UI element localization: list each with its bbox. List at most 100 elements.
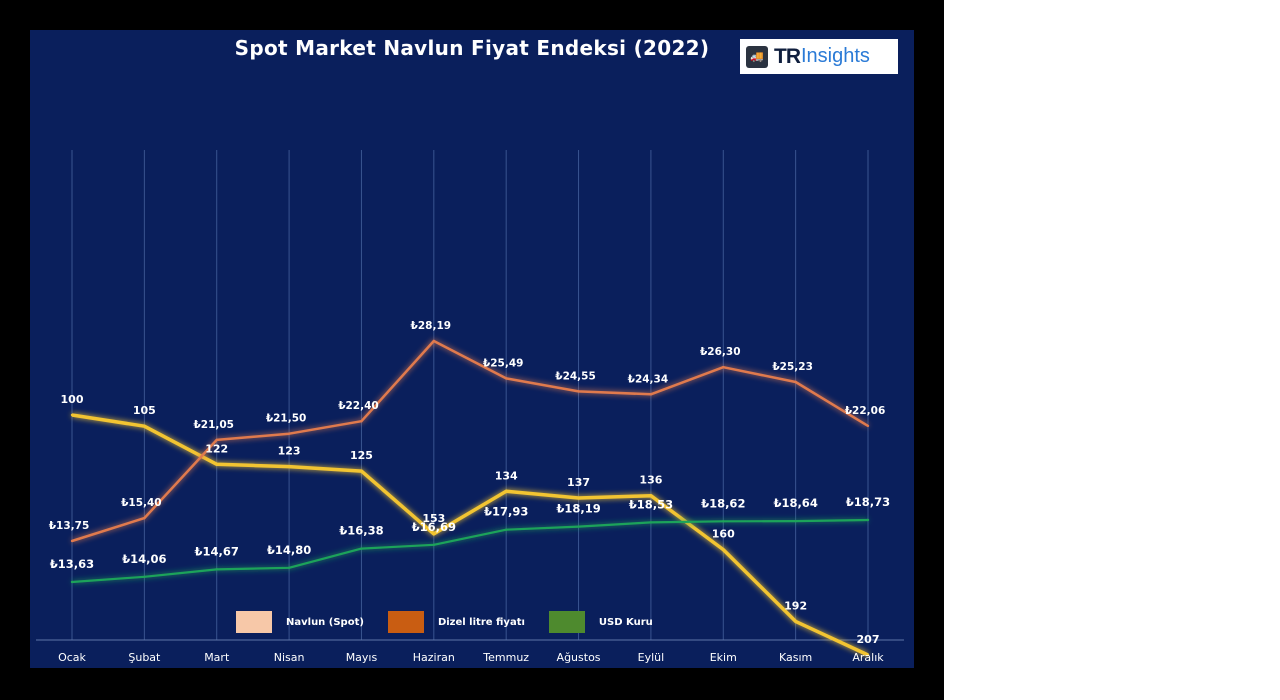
data-point xyxy=(866,653,870,657)
series-line-0 xyxy=(71,413,869,657)
data-point xyxy=(215,568,218,571)
legend-label: Dizel litre fiyatı xyxy=(437,616,525,628)
legend-label: Navlun (Spot) xyxy=(286,616,364,628)
x-tick-label: Temmuz xyxy=(482,651,529,664)
data-label: ₺13,63 xyxy=(50,557,94,571)
logo-text-bold: TR xyxy=(774,44,801,68)
data-label: ₺22,06 xyxy=(845,405,886,417)
data-point xyxy=(360,547,363,550)
x-tick-label: Kasım xyxy=(779,651,812,664)
data-point xyxy=(649,393,653,396)
x-tick-label: Mart xyxy=(204,651,230,664)
data-point xyxy=(722,365,725,369)
data-point xyxy=(432,532,436,536)
legend: Navlun (Spot) Dizel litre fiyatı USD Kur… xyxy=(236,610,677,634)
data-point xyxy=(70,539,74,543)
chart-panel xyxy=(30,30,914,668)
data-label: ₺22,40 xyxy=(338,400,379,412)
data-point xyxy=(287,566,291,569)
data-point xyxy=(794,620,797,623)
data-point xyxy=(577,496,580,500)
series-lines xyxy=(70,339,870,657)
data-label: ₺16,38 xyxy=(339,524,383,538)
data-label: ₺18,62 xyxy=(701,496,745,510)
series-line-2 xyxy=(71,518,869,584)
x-tick-label: Ocak xyxy=(58,651,86,664)
data-label: ₺15,40 xyxy=(121,497,162,509)
data-label: 192 xyxy=(784,599,807,612)
data-label: ₺17,93 xyxy=(484,505,528,519)
data-label: 122 xyxy=(205,442,228,455)
data-point xyxy=(866,518,870,522)
series-line-1 xyxy=(71,339,869,543)
data-point xyxy=(215,438,218,442)
data-label: 137 xyxy=(567,476,590,489)
data-point xyxy=(432,543,436,546)
data-point xyxy=(722,548,725,551)
data-label: ₺25,23 xyxy=(772,361,813,373)
data-label: ₺26,30 xyxy=(700,346,741,358)
data-label: 123 xyxy=(278,445,301,458)
legend-swatch xyxy=(387,611,424,633)
data-label: ₺25,49 xyxy=(483,357,524,369)
data-label: ₺21,50 xyxy=(266,413,307,425)
data-point xyxy=(794,519,797,523)
data-point xyxy=(649,494,653,497)
data-point xyxy=(794,380,797,384)
truck-icon: 🚚 xyxy=(746,45,768,68)
x-tick-label: Nisan xyxy=(274,651,305,664)
data-label: 207 xyxy=(857,633,880,646)
logo-text-light: Insights xyxy=(801,45,870,67)
data-label: 125 xyxy=(350,449,373,462)
data-label: 105 xyxy=(133,404,156,417)
x-tick-label: Aralık xyxy=(852,651,884,664)
logo: 🚚 TR Insights xyxy=(740,39,898,74)
data-point xyxy=(866,424,870,428)
data-label: ₺21,05 xyxy=(193,419,234,431)
data-point xyxy=(432,339,436,343)
data-point xyxy=(649,521,653,524)
x-tick-labels: Ocak Şubat Mart Nisan Mayıs Haziran Temmuz Ağus… xyxy=(58,651,884,664)
data-point xyxy=(504,490,508,493)
data-label: ₺18,64 xyxy=(773,496,817,510)
data-label: ₺13,75 xyxy=(49,520,90,532)
data-point xyxy=(70,413,74,417)
data-label: ₺18,73 xyxy=(846,495,890,509)
data-label: 100 xyxy=(61,393,84,406)
legend-swatch xyxy=(236,611,272,633)
x-tick-label: Ağustos xyxy=(557,651,601,664)
data-labels: 100 105 122 123 125 153 134 137 136 160 192 207 ₺13,… xyxy=(49,320,890,646)
data-point xyxy=(504,377,508,380)
legend-label: USD Kuru xyxy=(598,616,653,628)
data-label: 153 xyxy=(422,512,445,525)
chart-frame: 100 105 122 123 125 153 134 137 136 160 192 207 ₺13,… xyxy=(0,0,944,700)
legend-item-navlun: Navlun (Spot) xyxy=(236,611,364,633)
chart-title: Spot Market Navlun Fiyat Endeksi (2022) xyxy=(234,36,710,60)
data-label: 136 xyxy=(639,474,662,487)
x-tick-label: Eylül xyxy=(638,651,665,664)
data-point xyxy=(577,525,580,528)
data-point xyxy=(722,520,725,523)
data-label: 134 xyxy=(495,469,518,482)
data-point xyxy=(360,419,363,423)
data-label: ₺28,19 xyxy=(411,320,452,332)
x-tick-label: Haziran xyxy=(413,651,455,664)
x-tick-label: Ekim xyxy=(710,651,737,664)
data-label: ₺14,67 xyxy=(195,544,239,558)
data-label: ₺14,06 xyxy=(122,552,166,566)
data-point xyxy=(143,516,146,520)
legend-item-usd: USD Kuru xyxy=(548,611,653,633)
data-label: ₺18,53 xyxy=(629,497,673,511)
data-point xyxy=(143,425,146,428)
data-label: ₺18,19 xyxy=(556,502,600,516)
data-point xyxy=(143,575,146,578)
legend-item-dizel: Dizel litre fiyatı xyxy=(387,611,525,633)
legend-swatch xyxy=(548,611,585,633)
data-label: ₺16,69 xyxy=(412,520,456,534)
data-point xyxy=(504,528,508,531)
data-label: ₺24,34 xyxy=(628,373,669,385)
x-tick-label: Mayıs xyxy=(346,651,378,664)
data-label: ₺24,55 xyxy=(555,370,596,382)
data-point xyxy=(70,580,74,584)
data-label: 160 xyxy=(712,528,735,541)
